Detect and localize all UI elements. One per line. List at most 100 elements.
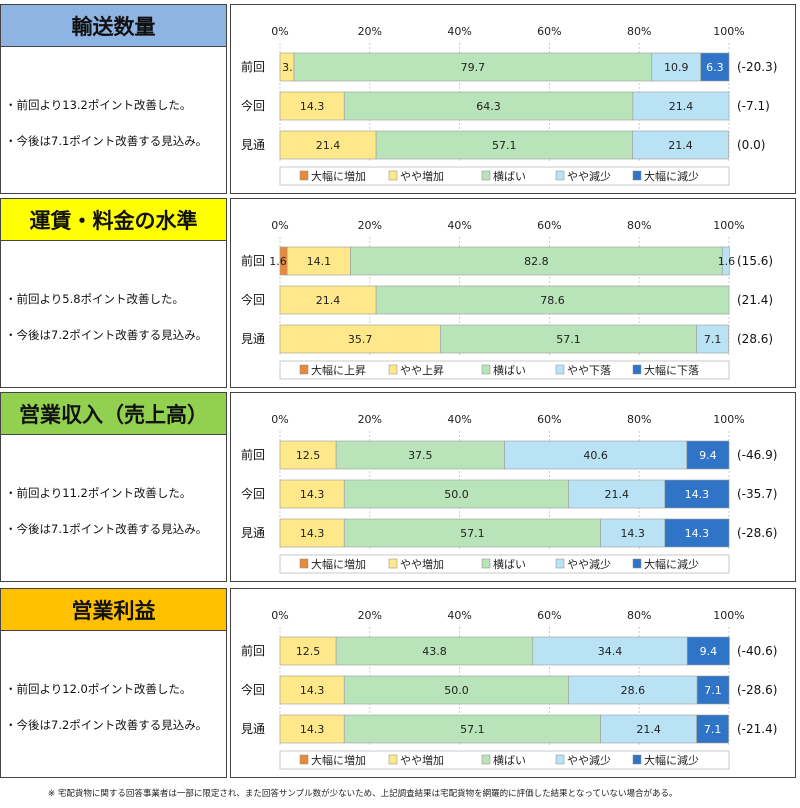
data-label: 10.9 [664, 61, 689, 74]
section-3: 営業収入（売上高） ・前回より11.2ポイント改善した。 ・今後は7.1ポイント改善… [0, 392, 796, 582]
x-tick-label: 40% [447, 25, 471, 38]
bar-segment [632, 130, 729, 160]
section-title: 運賃・料金の水準 [1, 199, 226, 241]
bar-segment [700, 52, 730, 82]
summary-panel: 輸送数量・前回より13.2ポイント改善した。・今後は7.1ポイント改善する見込み… [0, 4, 227, 194]
legend-swatch [481, 170, 491, 181]
x-tick-label: 80% [627, 413, 651, 426]
bar-segment [279, 518, 345, 548]
x-tick-label: 60% [537, 25, 561, 38]
data-label: 37.5 [408, 449, 433, 462]
bar-segment [293, 52, 653, 82]
legend-label: 横ばい [493, 753, 526, 767]
legend-label: 横ばい [493, 363, 526, 377]
category-label: 今回 [241, 486, 265, 501]
legend-label: やや減少 [567, 557, 611, 571]
section-title: 輸送数量 [1, 5, 226, 47]
data-label: 14.3 [620, 527, 645, 540]
legend-swatch [555, 364, 565, 375]
x-tick-label: 100% [713, 25, 744, 38]
summary-note: ・今後は7.1ポイント改善する見込み。 [5, 134, 208, 148]
legend-label: やや増加 [400, 558, 444, 571]
summary-panel: 運賃・料金の水準 ・前回より5.8ポイント改善した。 ・今後は7.2ポイント改善する… [0, 198, 227, 388]
legend-swatch [299, 754, 309, 765]
bar-segment [279, 636, 337, 666]
data-label: 57.1 [460, 527, 485, 540]
x-tick-label: 0% [271, 25, 288, 38]
chart-panel: 0% 20% 40% 60% 80% 100% 前回 1.6 14.1 82.8 1.6 (15.6)… [230, 198, 796, 388]
stacked-bar-chart: 0% 20% 40% 60% 80% 100%前回 3.1 79.7 10.9 6.3 (-20.3… [241, 25, 777, 186]
data-label: 21.4 [636, 723, 661, 736]
category-label: 前回 [241, 643, 265, 658]
bar-segment [343, 91, 634, 121]
data-label: 50.0 [444, 684, 469, 697]
legend-swatch [632, 364, 642, 375]
di-value: (15.6) [737, 254, 773, 268]
category-label: 見通 [241, 526, 265, 540]
legend-swatch [388, 754, 398, 765]
data-label: 50.0 [444, 488, 469, 501]
data-label: 1.6 [269, 255, 287, 268]
bar-segment [504, 440, 688, 470]
legend-swatch [481, 364, 491, 375]
legend-label: やや減少 [567, 753, 611, 767]
data-label: 34.4 [598, 645, 623, 658]
legend-label: 大幅に減少 [644, 753, 699, 767]
data-label: 14.1 [307, 255, 332, 268]
di-value: (-28.6) [737, 683, 777, 697]
bar-segment [439, 324, 697, 354]
category-label: 前回 [241, 253, 265, 268]
chart-panel: 0% 20% 40% 60% 80% 100% 前回 12.5 43.8 34.4 9.4 (-40.… [230, 588, 796, 778]
legend-label: 大幅に上昇 [311, 363, 366, 377]
bar-segment [664, 479, 730, 509]
bar-segment [343, 714, 601, 744]
category-label: 今回 [241, 98, 265, 113]
di-value: (-7.1) [737, 99, 770, 113]
di-value: (-21.4) [737, 722, 777, 736]
data-label: 79.7 [461, 61, 486, 74]
category-label: 今回 [241, 292, 265, 307]
summary-note: ・今後は7.2ポイント改善する見込み。 [5, 718, 208, 732]
di-value: (-20.3) [737, 60, 777, 74]
bar-segment [350, 246, 723, 276]
data-label: 12.5 [296, 449, 321, 462]
summary-panel: 営業利益 ・前回より12.0ポイント改善した。 ・今後は7.2ポイント改善する見込み… [0, 588, 227, 778]
x-tick-label: 80% [627, 25, 651, 38]
bar-segment [375, 130, 633, 160]
data-label: 6.3 [706, 61, 724, 74]
di-value: (21.4) [737, 293, 773, 307]
category-label: 見通 [241, 138, 265, 152]
bar-segment [279, 91, 345, 121]
legend-swatch [555, 170, 565, 181]
bar-segment [664, 518, 730, 548]
x-tick-label: 20% [358, 25, 382, 38]
legend-swatch [299, 558, 309, 569]
legend-label: 大幅に増加 [311, 557, 366, 571]
summary-note: ・前回より5.8ポイント改善した。 [5, 292, 185, 306]
bar-segment [279, 675, 345, 705]
data-label: 7.1 [704, 333, 722, 346]
summary-note: ・前回より13.2ポイント改善した。 [5, 98, 192, 112]
bar-segment [600, 518, 666, 548]
data-label: 35.7 [348, 333, 373, 346]
data-label: 40.6 [583, 449, 608, 462]
bar-segment [279, 479, 345, 509]
legend-label: やや下落 [567, 364, 611, 377]
summary-notes: ・前回より5.8ポイント改善した。 ・今後は7.2ポイント改善する見込み。 [1, 240, 226, 386]
legend-label: 横ばい [493, 557, 526, 571]
x-tick-label: 60% [537, 413, 561, 426]
x-tick-label: 40% [447, 609, 471, 622]
bar-segment [375, 285, 730, 315]
footnote: ※ 宅配貨物に関する回答事業者は一部に限定され、また回答サンプル数が少ないため、… [48, 789, 678, 799]
x-tick-label: 20% [358, 413, 382, 426]
data-label: 43.8 [422, 645, 447, 658]
legend-label: やや減少 [567, 169, 611, 183]
di-value: (28.6) [737, 332, 773, 346]
x-tick-label: 80% [627, 609, 651, 622]
legend-swatch [481, 558, 491, 569]
stacked-bar-chart: 0% 20% 40% 60% 80% 100% 前回 12.5 43.8 34.4 9.4 (-40.… [241, 609, 777, 770]
x-tick-label: 60% [537, 219, 561, 232]
data-label: 14.3 [300, 527, 325, 540]
chart-panel: 0% 20% 40% 60% 80% 100% 前回 12.5 37.5 40.6 9.4 (-46.… [230, 392, 796, 582]
legend-swatch [632, 558, 642, 569]
